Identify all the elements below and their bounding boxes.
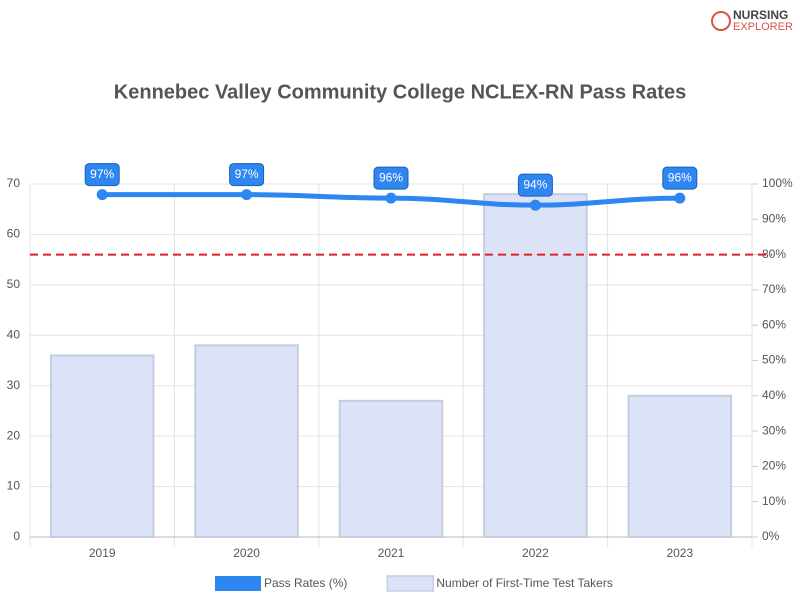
chart-title: Kennebec Valley Community College NCLEX-… [114,81,686,103]
y2-tick-label: 40% [762,388,786,402]
value-label: 96% [668,170,692,184]
bar [194,344,299,538]
y-tick-label: 50 [7,277,21,291]
y2-tick-label: 0% [762,529,780,543]
line-point [96,189,108,201]
logo-text: NURSING [733,8,788,22]
value-label: 96% [379,170,403,184]
y2-tick-label: 80% [762,247,786,261]
logo-icon [711,11,731,31]
logo-text: EXPLORER [733,21,793,33]
y2-tick-label: 50% [762,353,786,367]
bar [338,399,444,539]
value-label-box [84,163,120,187]
value-label-box [517,173,553,197]
x-tick-label: 2023 [666,546,693,560]
line-point [529,199,541,211]
line-point [241,189,253,201]
line-point [385,192,397,204]
line-point [674,192,686,204]
value-label-box [229,163,265,187]
y2-tick-label: 30% [762,423,786,437]
x-tick-label: 2021 [378,546,405,560]
y-tick-label: 30 [7,378,21,392]
y-tick-label: 10 [7,479,21,493]
y2-tick-label: 20% [762,459,786,473]
value-label: 97% [235,167,259,181]
bar [627,394,733,538]
value-label: 94% [523,177,547,191]
bar [49,354,155,539]
bar [483,193,588,538]
y2-tick-label: 60% [762,317,786,331]
legend-swatch [386,575,435,592]
y-tick-label: 0 [13,529,20,543]
x-tick-label: 2022 [522,546,549,560]
legend-label: Number of First-Time Test Takers [436,576,612,590]
y-tick-label: 60 [7,227,21,241]
x-tick-label: 2019 [89,546,116,560]
y-tick-label: 20 [7,428,21,442]
value-label-box [662,166,698,190]
value-label-box [373,166,409,190]
y-tick-label: 70 [7,176,21,190]
y2-tick-label: 10% [762,494,786,508]
x-tick-label: 2020 [233,546,260,560]
y2-tick-label: 90% [762,211,786,225]
value-label: 97% [90,167,114,181]
y2-tick-label: 70% [762,282,786,296]
y-tick-label: 40 [7,327,21,341]
legend-label: Pass Rates (%) [264,576,347,590]
legend-swatch [215,576,261,591]
y2-tick-label: 100% [762,176,793,190]
